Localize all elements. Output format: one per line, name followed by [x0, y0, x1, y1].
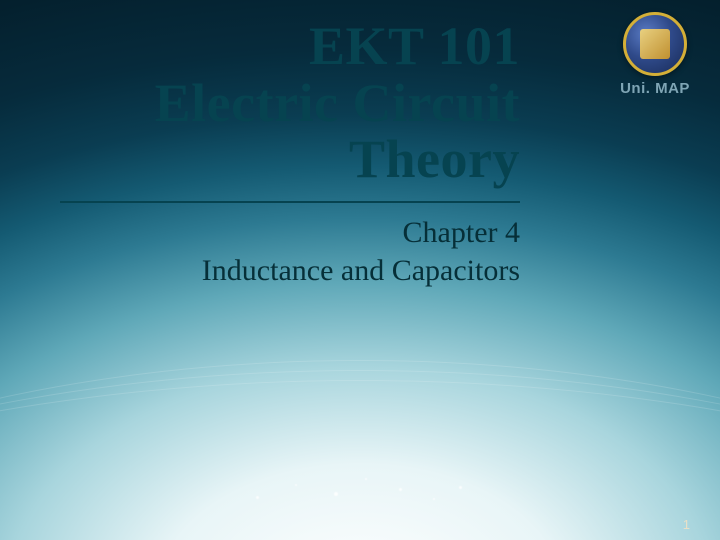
logo-text: Uni. MAP — [612, 80, 698, 97]
logo-badge-icon — [623, 12, 687, 76]
title-line-1: EKT 101 — [309, 16, 520, 76]
subtitle-line-1: Chapter 4 — [403, 216, 520, 249]
page-number: 1 — [683, 517, 690, 532]
title-underline — [60, 201, 520, 203]
title-line-2: Electric Circuit — [155, 73, 520, 133]
slide-title: EKT 101 Electric Circuit Theory — [80, 18, 520, 188]
subtitle-line-2: Inductance and Capacitors — [202, 254, 520, 287]
logo-emblem-icon — [640, 29, 670, 59]
slide-subtitle: Chapter 4 Inductance and Capacitors — [90, 214, 520, 289]
university-logo: Uni. MAP — [612, 12, 698, 97]
decorative-arc — [0, 380, 720, 540]
title-line-3: Theory — [349, 129, 520, 189]
slide: Uni. MAP EKT 101 Electric Circuit Theory… — [0, 0, 720, 540]
